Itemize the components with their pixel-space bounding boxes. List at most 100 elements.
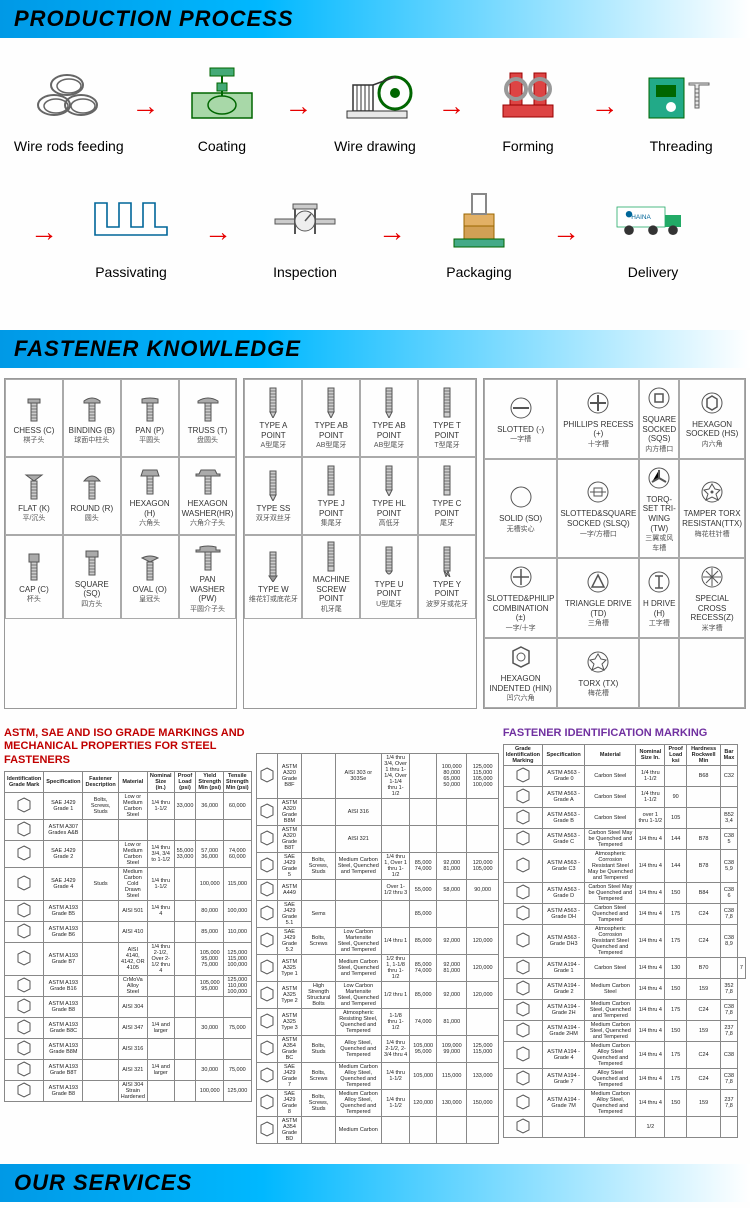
point-name: TYPE HL POINT xyxy=(363,499,415,518)
table-cell: Bolts, Screws, Studs xyxy=(83,792,118,819)
arrow-icon: → xyxy=(591,90,619,122)
table-cell: 150 xyxy=(665,1021,687,1042)
table-cell xyxy=(147,921,174,942)
table-cell: SAE J429 Grade 7 xyxy=(277,1063,302,1090)
step-label: Passivating xyxy=(95,264,167,280)
table-cell xyxy=(83,900,118,921)
drive-types-panel: SLOTTED (-)一字槽PHILLIPS RECESS (+)十字槽SQUA… xyxy=(483,378,746,709)
arrow-icon: → xyxy=(438,90,466,122)
point-name: TYPE U POINT xyxy=(363,580,415,599)
point-type-cell: TYPE J POINT集尾牙 xyxy=(302,457,360,535)
table-cell xyxy=(5,1017,44,1038)
table-cell xyxy=(503,979,542,1000)
table-cell xyxy=(256,1090,277,1117)
table-cell xyxy=(503,850,542,883)
drive-icon xyxy=(507,643,535,671)
table-cell: 175 xyxy=(665,1000,687,1021)
table-cell: AISI 321 xyxy=(335,826,381,853)
table-cell: Low or Medium Carbon Steel xyxy=(118,792,147,819)
point-name-cn: AB型尾牙 xyxy=(316,440,346,450)
table-cell: SAE J429 Grade 5 xyxy=(277,853,302,880)
table-cell xyxy=(503,925,542,958)
table-cell: Studs xyxy=(83,867,118,900)
table-cell xyxy=(147,1080,174,1101)
id-title: FASTENER IDENTIFICATION MARKING xyxy=(503,727,746,740)
table-row: ASTM A325 Type 2High Strength Structural… xyxy=(256,982,498,1009)
drive-name: TORQ-SET TRI-WING (TW) xyxy=(642,495,676,533)
drive-type-cell xyxy=(679,638,745,708)
table-cell: 1/4 thru 4 xyxy=(636,850,665,883)
delivery-icon: HAINA xyxy=(613,184,693,254)
services-header: OUR SERVICES xyxy=(0,1164,750,1202)
table-cell: 150,000 xyxy=(467,1090,498,1117)
table-cell xyxy=(467,1009,498,1036)
point-type-cell: TYPE T POINTT型尾牙 xyxy=(418,379,476,457)
drive-type-cell: HEXAGON SOCKED (HS)内六角 xyxy=(679,379,745,459)
packaging-icon xyxy=(439,184,519,254)
table-cell xyxy=(147,996,174,1017)
table-cell xyxy=(335,880,381,901)
table-cell xyxy=(83,1059,118,1080)
table-cell xyxy=(256,1009,277,1036)
table-cell: Medium Carbon xyxy=(335,1117,381,1144)
table-cell: 1/4 thru 4 xyxy=(636,1000,665,1021)
drive-name-cn: 三角槽 xyxy=(588,618,609,628)
drive-type-cell xyxy=(639,638,679,708)
drive-name-cn: 一字/十字 xyxy=(506,623,536,633)
drive-icon xyxy=(584,568,612,596)
table-cell xyxy=(147,1038,174,1059)
step-coating: Coating xyxy=(167,58,277,154)
table-cell: ASTM A194 - Grade 7 xyxy=(543,1069,585,1090)
table-cell: ASTM A325 Type 1 xyxy=(277,955,302,982)
head-name-cn: 盘圆头 xyxy=(197,435,218,445)
table-row: ASTM A320 Grade B8MAISI 316 xyxy=(256,799,498,826)
table-cell: ASTM A194 - Grade 2 xyxy=(543,979,585,1000)
table-cell: Alloy Steel Quenched and Tempered xyxy=(585,1069,636,1090)
point-type-cell: TYPE Y POINT波罗牙或花牙 xyxy=(418,535,476,619)
table-cell: AISI 347 xyxy=(118,1017,147,1038)
table-row: SAE J429 Grade 7Bolts, ScrewsMedium Carb… xyxy=(256,1063,498,1090)
table-cell: ASTM A320 Grade B8F xyxy=(277,754,302,799)
table-cell: 120,000 105,000 xyxy=(467,853,498,880)
table-cell xyxy=(302,880,335,901)
table-cell: 120,000 xyxy=(467,982,498,1009)
table-cell: 130,000 xyxy=(437,1090,467,1117)
drive-name-cn: 一字槽 xyxy=(510,434,531,444)
astm-table-panel: ASTM, SAE AND ISO GRADE MARKINGS AND MEC… xyxy=(4,727,252,1144)
table-cell: 90,000 xyxy=(467,880,498,901)
head-name-cn: 皇冠头 xyxy=(139,594,160,604)
table-header: Material xyxy=(585,745,636,766)
table-cell: Atmospheric Resisting Steel, Quenched an… xyxy=(335,1009,381,1036)
table-cell: 175 xyxy=(665,1042,687,1069)
screw-point-icon xyxy=(259,386,287,418)
point-name: TYPE A POINT xyxy=(247,421,299,440)
table-row: ASTM A194 - Grade 2HMMedium Carbon Steel… xyxy=(503,1021,745,1042)
table-cell: CrMoVa Alloy Steel xyxy=(118,975,147,996)
table-cell xyxy=(335,901,381,928)
table-cell: 1/4 thru 1 xyxy=(381,928,409,955)
table-cell xyxy=(467,799,498,826)
table-cell: 1/4 and larger xyxy=(147,1059,174,1080)
table-cell xyxy=(302,955,335,982)
table-cell: Medium Carbon Alloy Steel, Quenched and … xyxy=(585,1090,636,1117)
head-name-cn: 六角介子头 xyxy=(190,518,225,528)
table-cell: C38 7,8 xyxy=(721,1000,738,1021)
wire-drawing-icon xyxy=(335,58,415,128)
drive-type-cell: HEXAGON INDENTED (HIN)凹穴六角 xyxy=(484,638,557,708)
table-cell: AISI 304 Strain Hardened xyxy=(118,1080,147,1101)
table-cell: Sems xyxy=(302,901,335,928)
screw-head-icon xyxy=(194,540,222,572)
table-cell: 120,000 xyxy=(467,928,498,955)
table-cell xyxy=(381,799,409,826)
table-cell: 85,000 74,000 xyxy=(410,853,437,880)
table-cell: C38 8,9 xyxy=(721,925,738,958)
head-name: FLAT (K) xyxy=(18,504,50,514)
table-cell: 1/4 thru 4 xyxy=(636,904,665,925)
head-name: HEXAGON (H) xyxy=(124,499,176,518)
drive-type-cell: SLOTTED&SQUARE SOCKED (SLSQ)一字/方槽口 xyxy=(557,459,639,558)
table-row: ASTM A193 Grade B5AISI 5011/4 thru 480,0… xyxy=(5,900,252,921)
table-cell xyxy=(174,996,196,1017)
step-threading: Threading xyxy=(626,58,736,154)
drive-name-cn: 三翼或风车槽 xyxy=(642,533,676,553)
table-cell: 1/4 thru 1-1/2 xyxy=(636,787,665,808)
